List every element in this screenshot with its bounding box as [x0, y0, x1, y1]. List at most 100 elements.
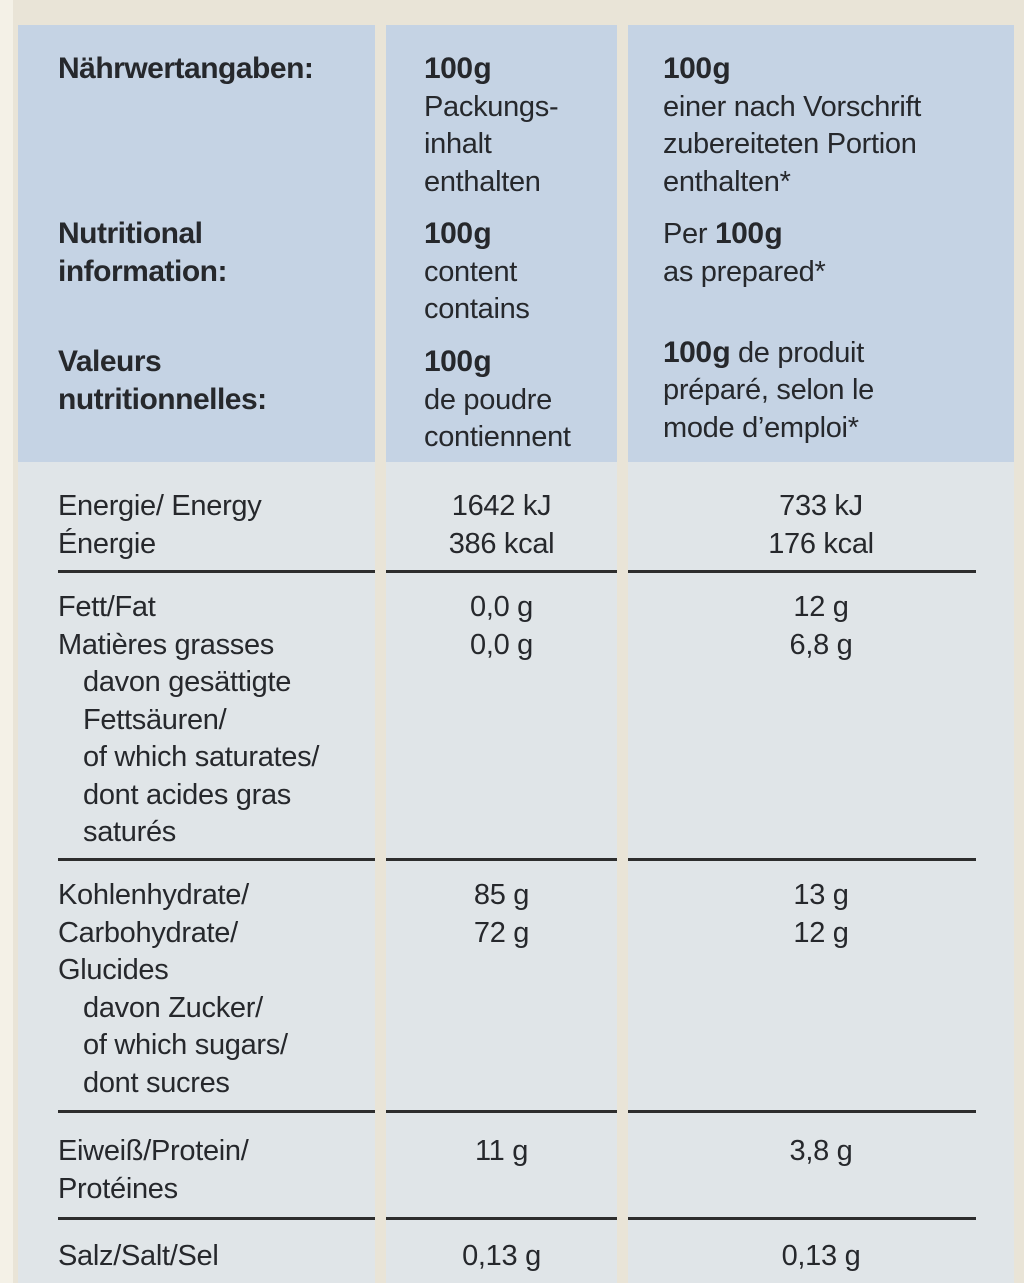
- header-label-column: Nährwertangaben: Nutritional information…: [18, 25, 375, 462]
- nutrient-label-cell: Kohlenhydrate/ Carbohydrate/ Glucides da…: [18, 861, 375, 1113]
- value-per-100g-prepared: 3,8 g: [789, 1135, 853, 1167]
- header-col3-line: as prepared*: [663, 255, 826, 288]
- value-cell-powder: 11 g: [386, 1113, 617, 1220]
- produit-suffix: de produit: [730, 336, 864, 369]
- nutrient-label-line: Eiweiß/Protein/: [58, 1135, 249, 1167]
- amount-100g: 100 g: [424, 52, 492, 85]
- amount-100g: 100 g: [663, 52, 731, 85]
- nutrient-sublabel-line: of which sugars/: [83, 1029, 288, 1061]
- value-per-100g-prepared: 13 g: [793, 879, 849, 911]
- per-prefix: Per: [663, 218, 715, 250]
- row-divider: [386, 570, 617, 573]
- value-per-100g-prepared: 733 kJ: [779, 490, 863, 522]
- row-fat: Fett/Fat Matières grasses davon gesättig…: [18, 573, 1014, 861]
- header-col3-amount-de: 100 g: [663, 50, 1014, 89]
- nutrient-sublabel-line: dont acides gras: [83, 778, 291, 811]
- header-col2-line: Packungs-: [424, 90, 559, 123]
- row-divider: [58, 1110, 375, 1113]
- nutrition-table: Nährwertangaben: Nutritional information…: [18, 25, 1014, 1283]
- header-col2-line: contains: [424, 293, 530, 325]
- nutrient-sublabel-line: Fettsäuren/: [83, 703, 227, 736]
- nutrient-label-line: Carbohydrate/: [58, 916, 238, 949]
- nutrient-sublabel-line: davon gesättigte: [83, 666, 292, 698]
- nutrient-label-cell: Energie/ Energy Énergie: [18, 462, 375, 573]
- header-col3-group-en: Per 100 g as prepared*: [663, 215, 1014, 319]
- header-title-de: Nährwertangaben:: [58, 52, 314, 85]
- row-divider: [58, 570, 375, 573]
- nutrient-label-line: Kohlenhydrate/: [58, 879, 249, 911]
- row-divider: [386, 858, 617, 861]
- header-group-fr: Valeurs nutritionnelles:: [58, 343, 375, 418]
- nutrient-label-line: Énergie: [58, 527, 156, 560]
- value-per-100g-prepared: 12 g: [793, 591, 849, 623]
- row-carbohydrate: Kohlenhydrate/ Carbohydrate/ Glucides da…: [18, 861, 1014, 1113]
- nutrient-label-line: Salz/Salt/Sel: [58, 1240, 219, 1272]
- row-energy: Energie/ Energy Énergie 1642 kJ 386 kcal…: [18, 462, 1014, 573]
- row-divider: [628, 858, 976, 861]
- nutrient-label-line: Energie/ Energy: [58, 490, 262, 522]
- header-col3-line: zubereiteten Portion: [663, 128, 917, 160]
- header-col3-line: enthalten*: [663, 165, 791, 198]
- value-per-100g-prepared: 6,8 g: [789, 628, 853, 661]
- value-per-100g-powder: 1642 kJ: [451, 490, 552, 522]
- value-per-100g-prepared: 0,13 g: [781, 1240, 861, 1272]
- table-header: Nährwertangaben: Nutritional information…: [18, 25, 1014, 462]
- row-divider: [58, 858, 375, 861]
- value-per-100g-powder: 11 g: [474, 1135, 529, 1167]
- row-divider: [628, 570, 976, 573]
- header-col2-line: de poudre: [424, 383, 552, 416]
- value-cell-prepared: 0,13 g: [628, 1220, 1014, 1283]
- amount-100g: 100 g: [715, 217, 783, 250]
- header-title-en-line1: Nutritional: [58, 217, 203, 250]
- amount-100g: 100 g: [424, 217, 492, 250]
- value-per-100g-prepared: 12 g: [793, 916, 849, 949]
- header-col3-line: préparé, selon le: [663, 374, 874, 406]
- value-per-100g-powder: 0,0 g: [470, 591, 533, 623]
- header-col2-group-fr: 100 g de poudre contiennent: [424, 343, 617, 457]
- header-title-fr-line1: Valeurs: [58, 345, 162, 378]
- header-col3-line: einer nach Vorschrift: [663, 90, 922, 123]
- value-cell-prepared: 3,8 g: [628, 1113, 1014, 1220]
- header-per-100g-prepared-column: 100 g einer nach Vorschrift zubereiteten…: [628, 25, 1014, 462]
- header-col2-group-en: 100 g content contains: [424, 215, 617, 328]
- value-cell-powder: 0,0 g 0,0 g: [386, 573, 617, 861]
- value-cell-powder: 85 g 72 g: [386, 861, 617, 1113]
- header-col2-line: enthalten: [424, 165, 541, 198]
- nutrient-sublabel-line: davon Zucker/: [83, 991, 263, 1024]
- header-per-100g-powder-column: 100 g Packungs- inhalt enthalten 100 g c…: [386, 25, 617, 462]
- nutrient-label-line: Protéines: [58, 1172, 178, 1205]
- value-cell-prepared: 733 kJ 176 kcal: [628, 462, 1014, 573]
- header-col2-group-de: 100 g Packungs- inhalt enthalten: [424, 50, 617, 200]
- row-divider: [386, 1217, 617, 1220]
- nutrient-label-line: Glucides: [58, 954, 169, 986]
- header-col2-line: contiennent: [424, 421, 571, 453]
- row-divider: [628, 1110, 976, 1113]
- value-cell-powder: 0,13 g: [386, 1220, 617, 1283]
- value-cell-prepared: 13 g 12 g: [628, 861, 1014, 1113]
- row-salt: Salz/Salt/Sel 0,13 g 0,13 g: [18, 1220, 1014, 1283]
- header-col3-amount-fr: 100 g de produit: [663, 334, 1014, 373]
- row-protein: Eiweiß/Protein/ Protéines 11 g 3,8 g: [18, 1113, 1014, 1220]
- header-col2-amount-fr: 100 g: [424, 343, 617, 382]
- value-per-100g-powder: 0,0 g: [470, 628, 533, 661]
- amount-100g: 100 g: [424, 345, 492, 378]
- header-col2-line: content: [424, 255, 518, 288]
- header-title-en-line2: information:: [58, 254, 227, 288]
- value-per-100g-powder: 0,13 g: [462, 1240, 541, 1272]
- header-col3-amount-en: Per 100 g: [663, 215, 1014, 254]
- nutrient-sublabel-line: dont sucres: [83, 1066, 230, 1099]
- header-col2-amount-de: 100 g: [424, 50, 617, 89]
- value-per-100g-prepared: 176 kcal: [768, 527, 874, 560]
- nutrient-label-line: Matières grasses: [58, 628, 274, 661]
- nutrient-sublabel-line: saturés: [83, 816, 176, 848]
- row-divider: [58, 1217, 375, 1220]
- value-cell-prepared: 12 g 6,8 g: [628, 573, 1014, 861]
- header-title-fr-line2: nutritionnelles:: [58, 382, 267, 416]
- amount-100g: 100 g: [663, 335, 731, 369]
- nutrient-sublabel-line: of which saturates/: [83, 741, 320, 773]
- header-col3-group-fr: 100 g de produit préparé, selon le mode …: [663, 334, 1014, 448]
- value-per-100g-powder: 72 g: [473, 916, 530, 949]
- value-per-100g-powder: 85 g: [473, 879, 530, 911]
- row-divider: [628, 1217, 976, 1220]
